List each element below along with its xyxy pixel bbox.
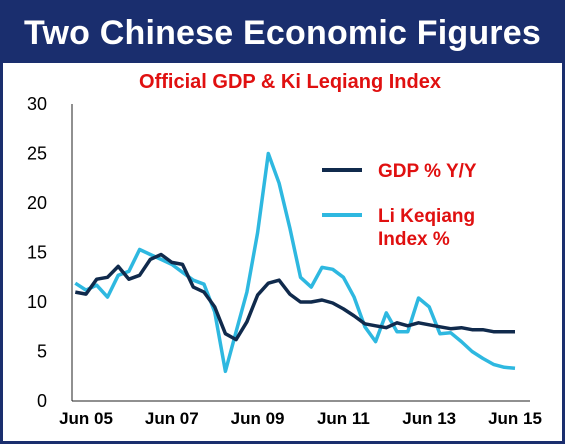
series-line-gdp	[74, 252, 515, 342]
x-tick-label: Jun 09	[231, 409, 285, 428]
legend-label-li: Li Keqiang Index %	[378, 206, 480, 250]
x-tick-label: Jun 05	[59, 409, 113, 428]
x-tick-label: Jun 15	[488, 409, 542, 428]
legend-label-li-line2: Index %	[378, 229, 450, 250]
x-tick-label: Jun 11	[317, 409, 370, 428]
y-tick-label: 15	[27, 243, 47, 263]
y-tick-label: 30	[27, 94, 47, 114]
chart-title: Official GDP & Ki Leqiang Index	[139, 71, 441, 93]
x-tick-label: Jun 13	[402, 409, 456, 428]
x-tick-label: Jun 07	[145, 409, 199, 428]
y-tick-label: 10	[27, 292, 47, 312]
series-line-li-keqiang	[74, 151, 516, 374]
y-tick-label: 25	[27, 144, 47, 164]
y-tick-label: 20	[27, 193, 47, 213]
legend-label-gdp: GDP % Y/Y	[378, 161, 477, 182]
y-tick-label: 5	[37, 342, 47, 362]
y-tick-label: 0	[37, 391, 47, 411]
page-title: Two Chinese Economic Figures	[3, 3, 562, 63]
legend-label-li-line1: Li Keqiang	[378, 206, 475, 227]
